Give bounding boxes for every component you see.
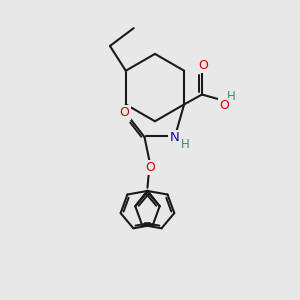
Text: O: O xyxy=(146,161,155,174)
Text: H: H xyxy=(227,90,236,103)
Text: O: O xyxy=(219,99,229,112)
Text: O: O xyxy=(198,59,208,72)
Text: N: N xyxy=(169,130,179,144)
Text: H: H xyxy=(181,138,190,151)
Text: O: O xyxy=(120,106,130,119)
